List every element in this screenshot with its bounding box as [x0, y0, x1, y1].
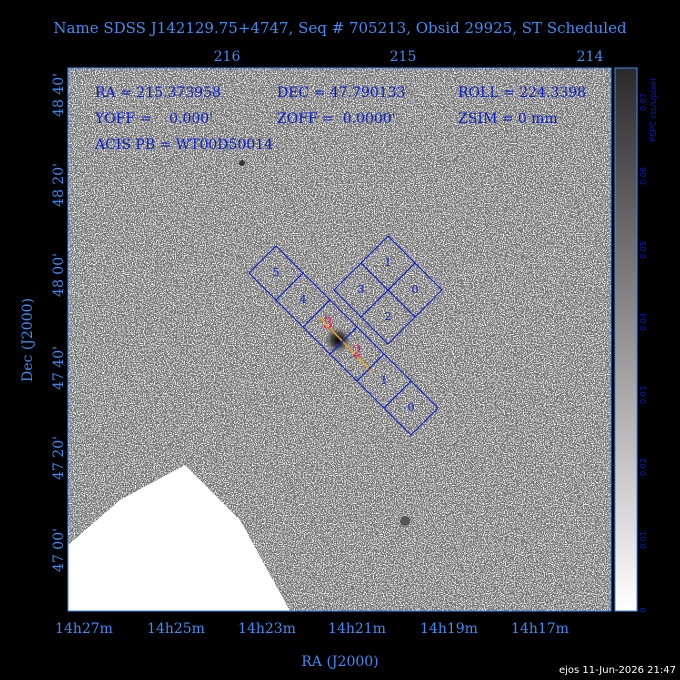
footer: ejos 11-Jun-2026 21:47	[559, 665, 676, 676]
colorbar-label: 0.03	[639, 386, 648, 404]
colorbar-label: 0.02	[639, 458, 648, 476]
top-tick-label: 216	[214, 49, 241, 65]
empty-region	[68, 465, 290, 611]
title: Name SDSS J142129.75+4747, Seq # 705213,…	[53, 19, 627, 37]
chip-label: 2	[385, 310, 392, 323]
info-text: YOFF = 0.000'	[94, 111, 213, 127]
info-text: DEC = 47.790133	[277, 85, 406, 101]
info-text: ACIS PB = WT00D50014	[94, 137, 273, 153]
x-tick-label: 14h25m	[147, 621, 205, 637]
y-tick-label: 47 00'	[51, 528, 67, 572]
x-axis-title: RA (J2000)	[301, 654, 378, 670]
source	[324, 326, 352, 354]
x-tick-label: 14h17m	[511, 621, 569, 637]
x-tick-label: 14h27m	[55, 621, 113, 637]
plot-frame	[67, 67, 612, 612]
y-tick-label: 47 40'	[51, 346, 67, 390]
colorbar-title: PSPC cts/s/pixel	[649, 78, 658, 141]
chip-label: 0	[408, 401, 415, 414]
colorbar-label: 0.07	[639, 93, 648, 111]
top-tick-label: 214	[577, 49, 604, 65]
source-label: 3	[323, 314, 333, 333]
chip-label: 4	[300, 293, 307, 306]
star	[400, 516, 410, 526]
chip-label: 5	[273, 266, 280, 279]
y-tick-label: 48 40'	[51, 73, 67, 117]
x-tick-label: 14h21m	[328, 621, 386, 637]
colorbar-label: 0.01	[639, 531, 648, 549]
info-text: ROLL = 224.3398	[458, 85, 586, 101]
x-tick-label: 14h23m	[238, 621, 296, 637]
x-tick-label: 14h19m	[420, 621, 478, 637]
chip-label: 1	[381, 374, 388, 387]
y-axis-title: Dec (J2000)	[20, 298, 36, 382]
info-text: ZOFF = 0.0000'	[277, 111, 396, 127]
chip-label: 1	[385, 256, 392, 269]
y-tick-label: 48 00'	[51, 253, 67, 297]
colorbar-label: 0.04	[639, 313, 648, 331]
info-text: RA = 215.373958	[95, 85, 221, 101]
acis-s-chip	[383, 380, 439, 436]
y-tick-label: 47 20'	[51, 436, 67, 480]
chip-label: 0	[412, 283, 419, 296]
chip-label: 3	[358, 283, 365, 296]
colorbar-label: 0	[639, 607, 648, 612]
y-tick-label: 48 20'	[51, 163, 67, 207]
source-label: 2	[352, 342, 362, 361]
star	[239, 160, 245, 166]
info-text: ZSIM = 0 mm	[458, 111, 558, 127]
top-tick-label: 215	[390, 49, 417, 65]
colorbar-label: 0.05	[639, 241, 648, 259]
slit-line	[319, 317, 373, 373]
colorbar	[614, 67, 638, 612]
colorbar-label: 0.06	[639, 167, 648, 185]
acis-i-chip	[360, 289, 416, 345]
